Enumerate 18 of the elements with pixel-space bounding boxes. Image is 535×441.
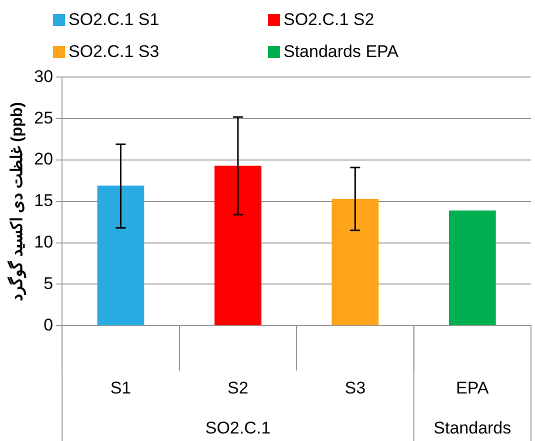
text: SO2.C.1 [205,418,271,438]
legend-label: SO2.C.1 S1 [68,10,160,30]
y-axis-title: غلظت دی اکسید گوگرد (ppb) [7,102,28,301]
x-tick-label: S2 [228,378,248,398]
legend-label: SO2.C.1 S2 [284,10,374,30]
legend-label: Standards EPA [284,42,398,62]
legend-label: SO2.C.1 S3 [68,42,160,62]
y-tick-label: 25 [34,108,54,128]
y-tick-label: 5 [44,274,54,293]
y-tick-label: 30 [34,66,54,86]
text: Standards [434,418,512,438]
y-tick-label: 15 [34,191,54,210]
x-tick-label: S1 [110,378,132,398]
x-tick-label: EPA [456,378,490,398]
x-tick-label: S3 [344,378,366,398]
y-tick-label: 0 [44,315,54,334]
y-tick-label: 20 [34,150,54,169]
y-tick-label: 10 [34,232,54,252]
